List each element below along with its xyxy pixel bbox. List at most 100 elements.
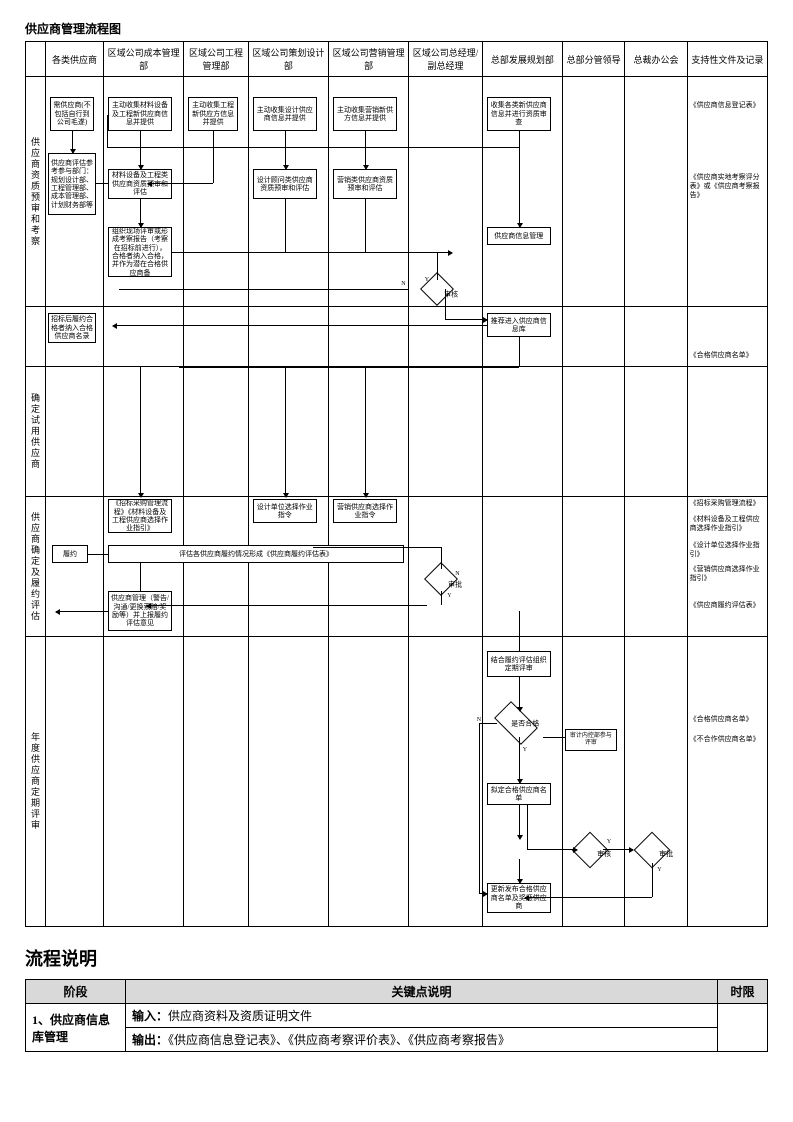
connector xyxy=(519,677,520,711)
doc-ref: 《合格供应商名单》 xyxy=(688,351,767,360)
connector xyxy=(527,849,577,850)
node: 结合履约评估组织定期评审 xyxy=(487,651,551,677)
node: 设计顾问类供应商资质预审和评估 xyxy=(253,169,317,199)
connector xyxy=(179,367,519,368)
lane-header: 区域公司策划设计部 xyxy=(248,42,328,77)
lane-header-row: 各类供应商 区域公司成本管理部 区域公司工程管理部 区域公司策划设计部 区域公司… xyxy=(26,42,768,77)
connector xyxy=(107,115,108,147)
lane-header: 区域公司成本管理部 xyxy=(103,42,183,77)
connector xyxy=(527,805,528,849)
connector xyxy=(119,289,409,290)
col-header: 阶段 xyxy=(26,980,126,1004)
connector xyxy=(519,131,520,227)
time-cell xyxy=(718,1004,768,1052)
yn-label: N xyxy=(455,571,459,577)
node: 审计内控部参与评审 xyxy=(565,729,617,751)
col-header: 时限 xyxy=(718,980,768,1004)
node: 推荐进入供应商信息库 xyxy=(487,313,551,337)
node: 营销供应商选择作业指令 xyxy=(333,499,397,523)
section-title: 流程说明 xyxy=(25,945,768,971)
connector xyxy=(285,131,286,169)
connector xyxy=(365,367,366,497)
lane-header: 支持性文件及记录 xyxy=(687,42,767,77)
node: 主动收集营销新供方信息并提供 xyxy=(333,97,397,131)
node: 供应商评估参考参与部门：规划设计部、工程管理部、成本管理部、计划财务部等 xyxy=(48,153,96,215)
connector xyxy=(445,319,487,320)
connector xyxy=(148,183,213,184)
table-row: 输出：《供应商信息登记表》、《供应商考察评价表》、《供应商考察报告》 xyxy=(26,1028,768,1052)
node: 材料设备及工程类供应商资质预审和评估 xyxy=(108,169,172,199)
phase-row-2: 招标后履约合格者纳入合格供应商名录 N 推荐进入供应商信息库 Y 《合格供应商名… xyxy=(26,307,768,367)
node: 履约 xyxy=(52,545,88,563)
connector xyxy=(365,199,366,252)
phase-row-4: 供应商确定及履约评估 履约 《招标采购管理流程》《材料设备及工程供应商选择作业指… xyxy=(26,497,768,637)
node: 主动收集设计供应商信息并提供 xyxy=(253,97,317,131)
node: 设计单位选择作业指令 xyxy=(253,499,317,523)
connector xyxy=(519,805,520,839)
connector xyxy=(652,863,653,897)
doc-ref: 《不合作供应商名单》 xyxy=(688,735,767,744)
table-row: 1、供应商信息库管理 输入：供应商资料及资质证明文件 xyxy=(26,1004,768,1028)
lane-header: 总裁办公会 xyxy=(625,42,687,77)
connector xyxy=(285,367,286,497)
lane-header: 总部发展规划部 xyxy=(482,42,562,77)
yn-label: Y xyxy=(447,593,451,599)
connector xyxy=(519,859,520,883)
connector xyxy=(519,737,520,783)
doc-ref: 《营销供应商选择作业指引》 xyxy=(688,565,767,583)
yn-label: N xyxy=(401,281,405,287)
connector xyxy=(213,131,214,183)
yn-label: Y xyxy=(657,867,661,873)
connector xyxy=(479,893,487,894)
node: 供应商管理（警告/沟通/更换索赔/奖励等）并上报履约评估意见 xyxy=(108,591,172,631)
doc-ref: 《材料设备及工程供应商选择作业指引》 xyxy=(688,515,767,533)
node: 更新发布合格供应商名单及奖惩供应商 xyxy=(487,883,551,913)
connector xyxy=(72,131,73,153)
connector xyxy=(113,325,487,326)
lane-header: 总部分管领导 xyxy=(562,42,624,77)
node: 收集各类新供应商信息并进行资质审查 xyxy=(487,97,551,131)
doc-ref: 《招标采购管理流程》 xyxy=(688,499,767,508)
phase-label: 供应商资质预审和考察 xyxy=(26,77,46,307)
lane-header: 区域公司营销管理部 xyxy=(328,42,408,77)
connector xyxy=(140,131,141,169)
swimlane-table: 各类供应商 区域公司成本管理部 区域公司工程管理部 区域公司策划设计部 区域公司… xyxy=(25,41,768,927)
connector xyxy=(140,563,141,591)
connector xyxy=(107,147,519,148)
doc-ref: 《设计单位选择作业指引》 xyxy=(688,541,767,559)
connector xyxy=(56,611,108,612)
lane-header: 区域公司总经理/副总经理 xyxy=(409,42,483,77)
connector xyxy=(441,547,442,569)
node: 拟定合格供应商名单 xyxy=(487,783,551,805)
doc-ref: 《合格供应商名单》 xyxy=(688,715,767,724)
node: 主动收集工程新供应方信息并提供 xyxy=(188,97,238,131)
node: 营销类供应商资质预审和评估 xyxy=(333,169,397,199)
phase-row-3: 确定试用供应商 xyxy=(26,367,768,497)
lane-header: 区域公司工程管理部 xyxy=(184,42,249,77)
connector xyxy=(285,199,286,252)
connector xyxy=(445,289,446,319)
connector xyxy=(519,337,520,367)
doc-ref: 《供应商信息登记表》 xyxy=(688,101,767,110)
description-table: 阶段 关键点说明 时限 1、供应商信息库管理 输入：供应商资料及资质证明文件 输… xyxy=(25,979,768,1052)
yn-label: Y xyxy=(607,839,611,845)
phase-label: 确定试用供应商 xyxy=(26,367,46,497)
connector xyxy=(441,591,442,605)
connector xyxy=(479,723,497,724)
doc-ref: 《供应商履约评估表》 xyxy=(688,601,767,610)
connector xyxy=(147,605,427,606)
connector xyxy=(313,547,441,548)
phase-row-5: 年度供应商定期评审 结合履约评估组织定期评审 是否合格 拟定合格供应商名单 更新… xyxy=(26,637,768,927)
diagram-title: 供应商管理流程图 xyxy=(25,20,768,37)
stage-cell: 1、供应商信息库管理 xyxy=(26,1004,126,1052)
connector xyxy=(437,252,438,280)
connector xyxy=(365,131,366,169)
desc-cell: 输入：供应商资料及资质证明文件 xyxy=(126,1004,718,1028)
node: 供应商信息管理 xyxy=(487,227,551,245)
node: 组织现场评审或形成考察报告（考察在招标前进行），合格者纳入合格，并作为潜在合格供… xyxy=(108,227,172,277)
lane-header: 各类供应商 xyxy=(46,42,104,77)
col-header: 关键点说明 xyxy=(126,980,718,1004)
decision: 是否合格 xyxy=(494,701,538,745)
doc-ref: 《供应商实地考察评分表》或《供应商考察报告》 xyxy=(688,173,767,200)
connector xyxy=(140,367,141,497)
